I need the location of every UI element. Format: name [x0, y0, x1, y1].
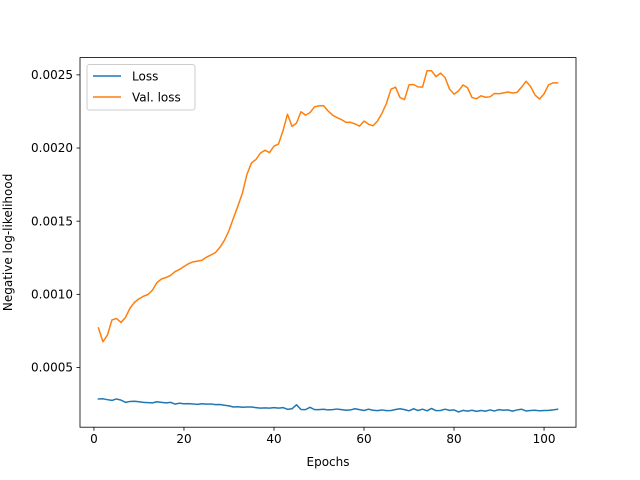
y-tick-label: 0.0025 [31, 68, 73, 82]
y-tick-label: 0.0020 [31, 141, 73, 155]
x-tick-label: 20 [176, 432, 191, 446]
y-axis-ticks: 0.0005 0.0010 0.0015 0.0020 0.0025 [31, 68, 80, 375]
x-axis-label: Epochs [307, 455, 350, 469]
series-line-0 [97, 398, 559, 413]
series-line-1 [97, 70, 559, 343]
x-tick-label: 0 [90, 432, 98, 446]
y-axis-label: Negative log-likelihood [1, 174, 15, 311]
y-tick-label: 0.0010 [31, 288, 73, 302]
x-tick-label: 100 [533, 432, 556, 446]
legend-label-0: Loss [132, 69, 158, 83]
x-tick-label: 40 [266, 432, 281, 446]
y-tick-label: 0.0015 [31, 214, 73, 228]
legend: Loss Val. loss [86, 64, 196, 111]
series-lines [97, 70, 559, 413]
y-tick-label: 0.0005 [31, 361, 73, 375]
legend-label-1: Val. loss [132, 90, 181, 104]
x-tick-label: 60 [356, 432, 371, 446]
plot-frame [79, 57, 577, 428]
x-axis-ticks: 0 20 40 60 80 100 [90, 427, 555, 446]
x-tick-label: 80 [446, 432, 461, 446]
